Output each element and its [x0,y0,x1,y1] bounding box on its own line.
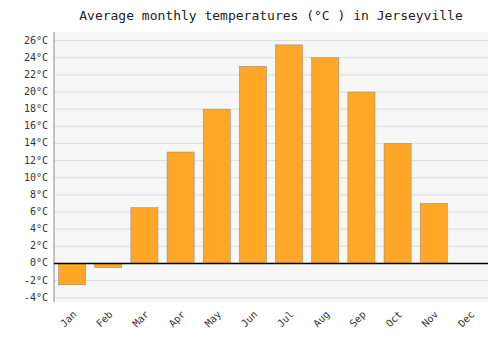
grid-line [54,160,488,161]
grid-line [54,263,488,264]
zero-line [54,263,488,265]
chart-container: -4°C -2°C 0°C 2°C 4°C 6°C 8°C 10°C 12°C 14°C 16°C 1… [0,0,500,350]
bar [203,109,230,263]
grid-line [54,194,488,195]
x-tick-label: Jul [275,309,296,330]
grid-line [54,109,488,110]
y-tick-label: 0°C [30,257,48,268]
y-tick-label: 14°C [24,137,48,148]
y-tick-label: 4°C [30,223,48,234]
grid-line [54,280,488,281]
title: Average monthly temperatures (°C ) in Je… [79,8,463,23]
x-tick-label: Oct [384,309,405,330]
y-tick-label: 16°C [24,120,48,131]
y-tick-label: 20°C [24,86,48,97]
y-tick-label: -2°C [24,275,48,286]
grid-line [54,40,488,41]
y-tick-label: 26°C [24,35,48,46]
grid-line [54,177,488,178]
bar [348,92,375,263]
x-tick-label: Nov [420,309,441,330]
y-tick-label: -4°C [24,292,48,303]
y-tick-label: 2°C [30,240,48,251]
y-tick-label: 22°C [24,69,48,80]
bar [59,263,86,284]
x-tick-label: Dec [456,309,477,330]
y-tick-label: 24°C [24,52,48,63]
bar [384,143,411,263]
bar [167,152,194,263]
x-tick-label: May [203,309,224,330]
x-tick-label: Jun [239,309,260,330]
y-tick-label: 18°C [24,103,48,114]
y-tick-label: 8°C [30,189,48,200]
bar [239,66,266,263]
grid-line [54,74,488,75]
chart-svg: -4°C -2°C 0°C 2°C 4°C 6°C 8°C 10°C 12°C 14°C 16°C 1… [0,0,500,350]
grid-line [54,57,488,58]
y-axis-line [54,32,55,302]
x-tick-label: Sep [347,309,368,330]
x-tick-label: Aug [311,309,332,330]
x-tick-label: Apr [167,309,188,330]
grid-line [54,143,488,144]
grid-line [54,92,488,93]
bar [276,45,303,264]
x-tick-label: Feb [94,309,115,330]
y-tick-label: 12°C [24,155,48,166]
bar [312,58,339,264]
plot-background [54,32,488,302]
x-tick-label: Mar [130,309,151,330]
y-tick-label: 6°C [30,206,48,217]
bar [420,203,447,263]
grid-line [54,126,488,127]
x-tick-label: Jan [58,309,79,330]
bars [59,45,448,285]
grid-line [54,297,488,298]
bar [131,208,158,264]
y-tick-label: 10°C [24,172,48,183]
